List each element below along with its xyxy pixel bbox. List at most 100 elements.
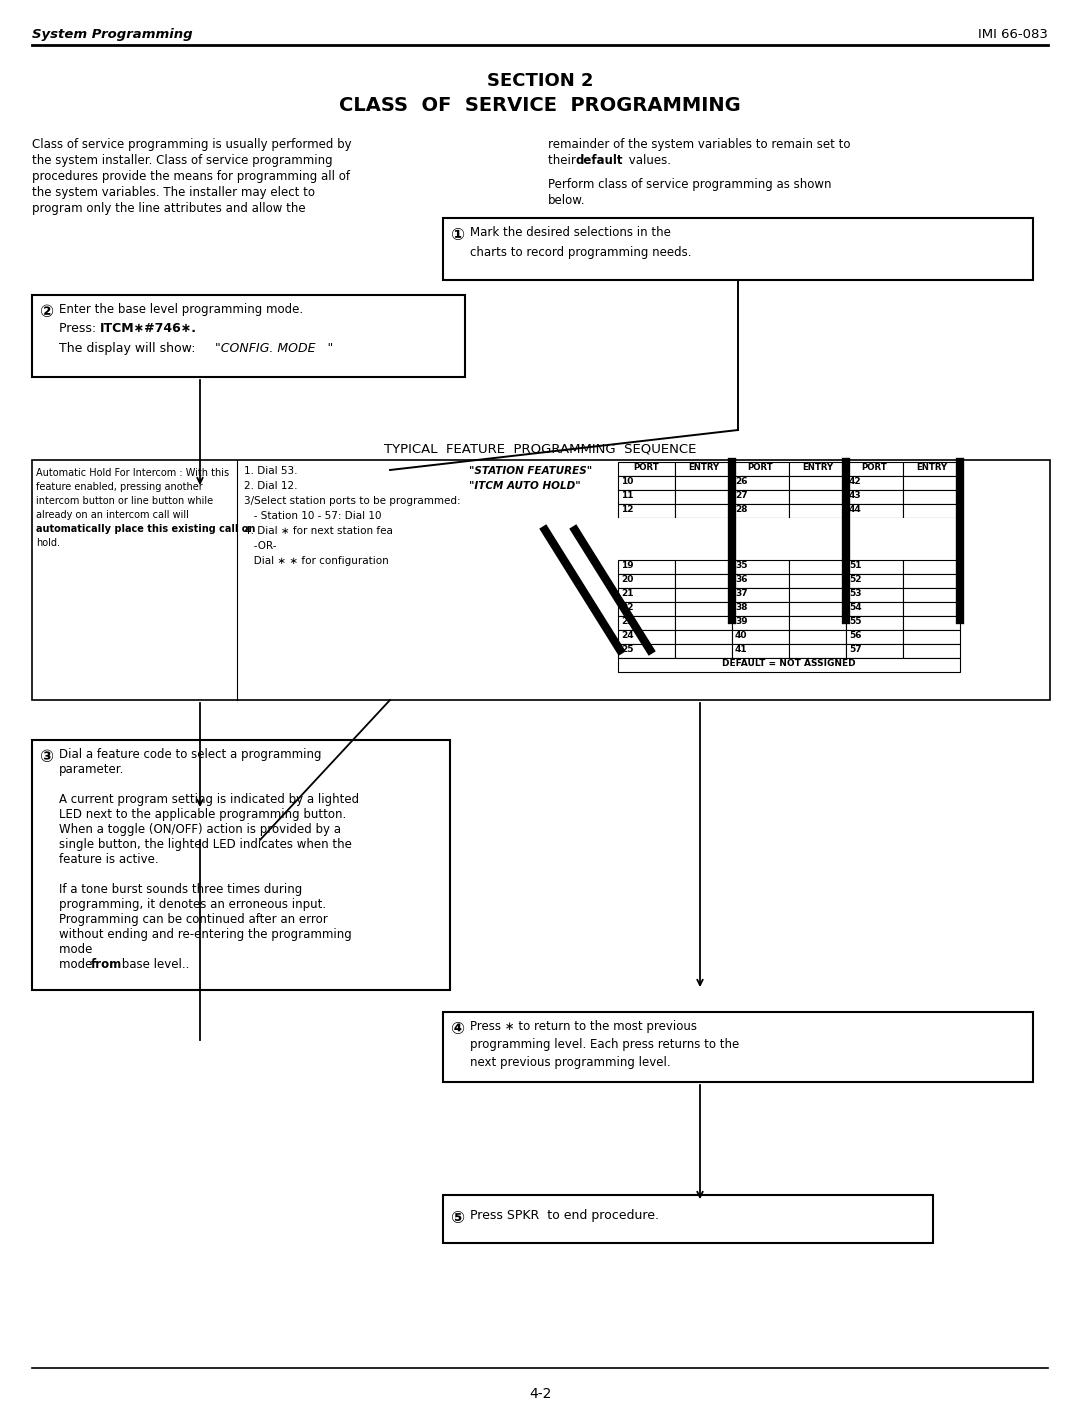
Bar	[675, 476, 732, 490]
Text: 42: 42	[849, 477, 862, 485]
Text: ENTRY: ENTRY	[802, 463, 833, 471]
Text: 35: 35	[735, 561, 747, 570]
Bar	[846, 504, 903, 518]
Text: values.: values.	[625, 153, 671, 167]
Text: 4-2: 4-2	[529, 1387, 551, 1401]
Text: 44: 44	[849, 505, 862, 514]
Text: without ending and re-entering the programming: without ending and re-entering the progr…	[59, 929, 352, 941]
Bar	[846, 602, 903, 616]
Text: mode: mode	[59, 943, 96, 955]
Text: already on an intercom call will: already on an intercom call will	[36, 509, 189, 521]
Bar	[732, 616, 789, 630]
Text: from: from	[91, 958, 122, 971]
Text: The display will show:: The display will show:	[59, 342, 203, 355]
Bar	[618, 461, 675, 476]
Text: intercom button or line button while: intercom button or line button while	[36, 497, 213, 507]
Text: 51: 51	[849, 561, 862, 570]
Text: 36: 36	[735, 575, 747, 584]
Text: 3/Select station ports to be programmed:: 3/Select station ports to be programmed:	[244, 497, 461, 507]
Text: ENTRY: ENTRY	[688, 463, 719, 471]
Text: LED next to the applicable programming button.: LED next to the applicable programming b…	[59, 808, 347, 822]
Bar	[618, 476, 675, 490]
Text: 19: 19	[621, 561, 634, 570]
Bar	[846, 476, 903, 490]
Text: 53: 53	[849, 590, 862, 598]
Text: 56: 56	[849, 630, 862, 640]
Text: parameter.: parameter.	[59, 763, 124, 777]
Text: 20: 20	[621, 575, 633, 584]
Text: 11: 11	[621, 491, 634, 499]
Text: ①: ①	[450, 227, 464, 243]
Text: charts to record programming needs.: charts to record programming needs.	[470, 246, 691, 259]
Bar	[675, 630, 732, 644]
Text: 25: 25	[621, 644, 634, 654]
Text: ③: ③	[39, 749, 53, 765]
Text: 4. Dial ∗ for next station fea: 4. Dial ∗ for next station fea	[244, 526, 393, 536]
Text: - Station 10 - 57: Dial 10: - Station 10 - 57: Dial 10	[244, 511, 381, 521]
Bar	[789, 518, 846, 532]
Bar	[618, 574, 675, 588]
Text: base level..: base level..	[118, 958, 189, 971]
Bar	[618, 560, 675, 574]
Text: 28: 28	[735, 505, 747, 514]
Bar	[903, 476, 960, 490]
Bar	[32, 460, 1050, 701]
Text: 41: 41	[735, 644, 747, 654]
Text: Enter the base level programming mode.: Enter the base level programming mode.	[59, 303, 303, 317]
Text: default: default	[575, 153, 622, 167]
Bar	[846, 461, 903, 476]
Bar	[732, 588, 789, 602]
Bar	[903, 644, 960, 658]
Bar	[618, 518, 675, 532]
Bar	[846, 644, 903, 658]
Bar	[846, 616, 903, 630]
Text: "ITCM AUTO HOLD": "ITCM AUTO HOLD"	[469, 481, 581, 491]
Text: Dial ∗ ∗ for configuration: Dial ∗ ∗ for configuration	[244, 556, 389, 566]
Bar	[903, 602, 960, 616]
Text: "CONFIG. MODE   ": "CONFIG. MODE "	[215, 342, 334, 355]
Bar	[732, 518, 789, 532]
Text: Programming can be continued after an error: Programming can be continued after an er…	[59, 913, 327, 926]
Bar	[903, 504, 960, 518]
Bar	[618, 490, 675, 504]
Text: A current program setting is indicated by a lighted: A current program setting is indicated b…	[59, 794, 360, 806]
Bar	[675, 490, 732, 504]
Bar	[789, 602, 846, 616]
Text: 26: 26	[735, 477, 747, 485]
Text: When a toggle (ON/OFF) action is provided by a: When a toggle (ON/OFF) action is provide…	[59, 823, 341, 836]
Text: 23: 23	[621, 618, 634, 626]
Text: TYPICAL  FEATURE  PROGRAMMING  SEQUENCE: TYPICAL FEATURE PROGRAMMING SEQUENCE	[383, 442, 697, 454]
Bar	[903, 461, 960, 476]
Text: automatically place this existing call on: automatically place this existing call o…	[36, 523, 255, 535]
Text: 10: 10	[621, 477, 633, 485]
Bar	[846, 588, 903, 602]
Text: ENTRY: ENTRY	[916, 463, 947, 471]
Text: below.: below.	[548, 194, 585, 207]
Bar	[903, 616, 960, 630]
Text: Mark the desired selections in the: Mark the desired selections in the	[470, 227, 671, 239]
Bar	[675, 560, 732, 574]
Bar	[32, 295, 465, 377]
Bar	[732, 504, 789, 518]
Text: program only the line attributes and allow the: program only the line attributes and all…	[32, 203, 306, 215]
Bar	[732, 602, 789, 616]
Text: Perform class of service programming as shown: Perform class of service programming as …	[548, 179, 832, 191]
Bar	[903, 630, 960, 644]
Bar	[789, 574, 846, 588]
Text: 12: 12	[621, 505, 634, 514]
Text: PORT: PORT	[862, 463, 888, 471]
Bar	[789, 461, 846, 476]
Bar	[732, 490, 789, 504]
Text: Dial a feature code to select a programming: Dial a feature code to select a programm…	[59, 749, 322, 761]
Bar	[789, 616, 846, 630]
Bar	[732, 461, 789, 476]
Bar	[732, 644, 789, 658]
Text: programming level. Each press returns to the: programming level. Each press returns to…	[470, 1038, 739, 1051]
Text: 1. Dial 53.: 1. Dial 53.	[244, 466, 297, 476]
Text: ITCM∗#746∗.: ITCM∗#746∗.	[100, 322, 197, 335]
Bar	[789, 504, 846, 518]
Text: feature is active.: feature is active.	[59, 853, 159, 865]
Text: Press SPKR  to end procedure.: Press SPKR to end procedure.	[470, 1209, 659, 1223]
Bar	[846, 518, 903, 532]
Text: 54: 54	[849, 604, 862, 612]
